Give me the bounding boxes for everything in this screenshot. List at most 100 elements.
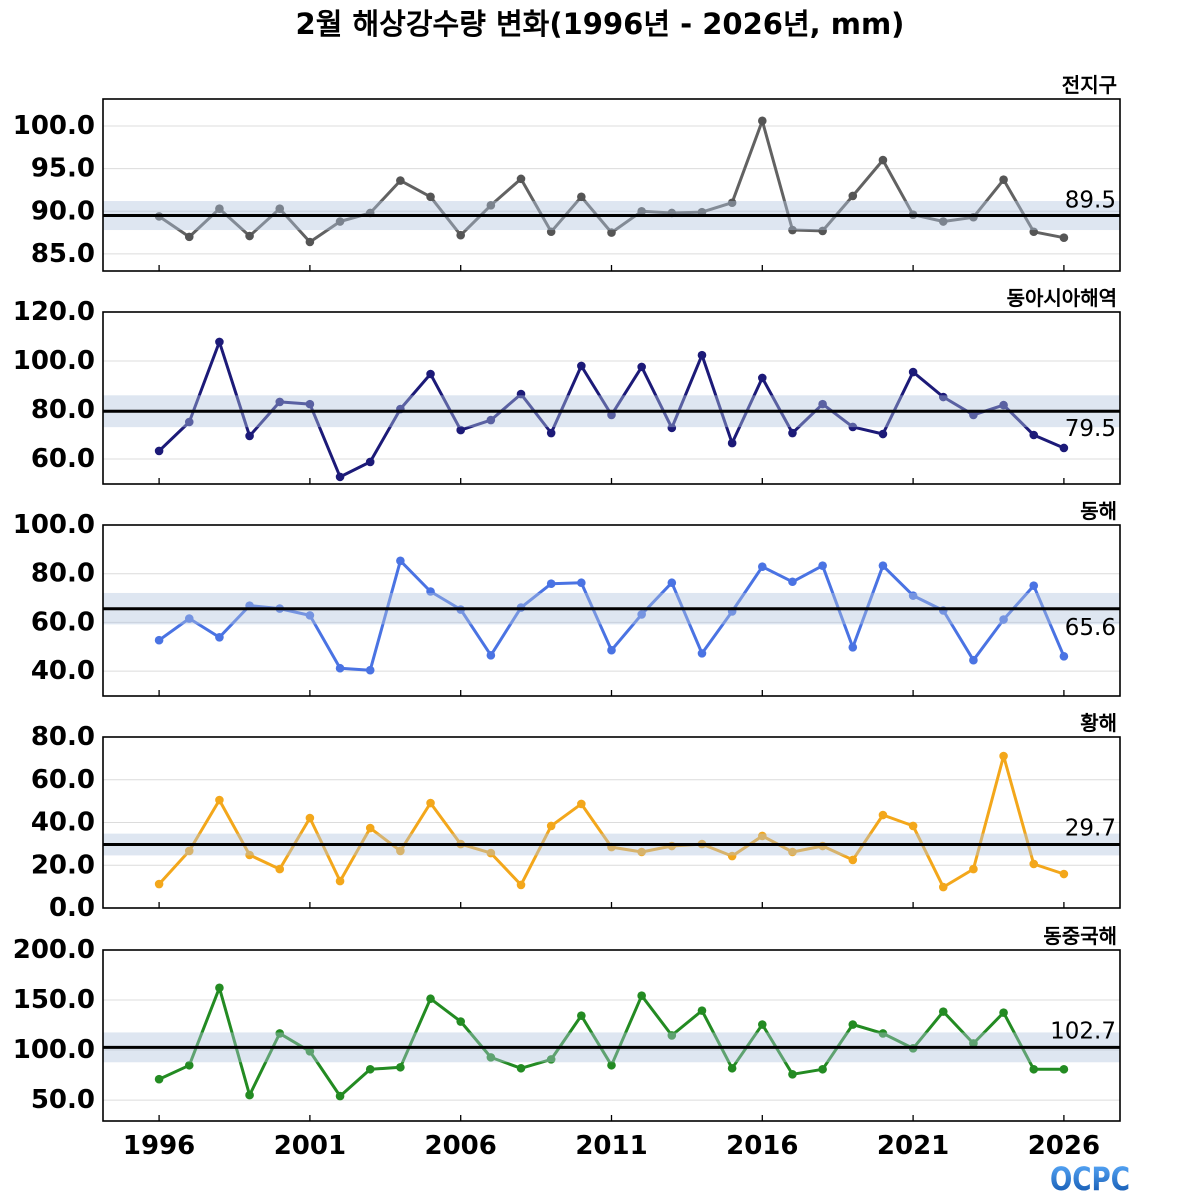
y-tick-label: 80.0	[31, 395, 95, 425]
data-point	[1029, 430, 1039, 440]
data-point	[335, 472, 345, 482]
data-point	[758, 116, 767, 126]
data-point	[215, 337, 224, 347]
data-point	[456, 230, 465, 240]
data-point	[516, 880, 526, 890]
data-point	[245, 1090, 254, 1100]
data-point	[215, 983, 224, 993]
data-point	[969, 1039, 978, 1048]
y-tick-label: 0.0	[49, 893, 95, 923]
data-point	[365, 457, 375, 467]
data-point	[758, 831, 767, 841]
y-tick-label: 40.0	[31, 808, 95, 838]
data-point	[184, 614, 194, 623]
ocpc-logo: OCPC	[1050, 1160, 1130, 1198]
y-tick-label: 80.0	[31, 559, 95, 589]
data-point	[788, 577, 797, 587]
data-point	[546, 227, 556, 237]
data-point	[184, 232, 194, 242]
data-point	[969, 410, 978, 420]
data-point	[365, 1064, 375, 1074]
y-tick-label: 60.0	[31, 444, 95, 474]
data-point	[999, 400, 1008, 410]
panel-label: 동아시아해역	[1007, 286, 1117, 310]
data-point	[758, 1020, 767, 1029]
data-point	[245, 231, 254, 241]
data-point	[365, 823, 375, 833]
data-point	[577, 1011, 586, 1020]
data-point	[607, 1060, 616, 1070]
data-point	[546, 1055, 556, 1064]
data-point	[788, 1069, 797, 1079]
data-point	[788, 847, 797, 857]
data-point	[607, 228, 616, 237]
data-point	[758, 562, 767, 571]
data-point	[245, 850, 254, 860]
data-point	[607, 645, 616, 655]
data-point	[546, 428, 556, 438]
y-tick-label: 80.0	[31, 722, 95, 752]
x-tick-label: 2021	[877, 1131, 949, 1161]
y-tick-label: 85.0	[31, 239, 95, 269]
y-tick-label: 60.0	[31, 607, 95, 637]
panel-2: 60.0 80.0 100.0 120.0 79.5 동아시아해역	[13, 286, 1121, 485]
x-tick-label: 2001	[274, 1131, 346, 1161]
panel-4: 0.0 20.0 40.0 60.0 80.0 29.7 황해	[31, 711, 1121, 923]
data-point	[486, 651, 496, 660]
data-point	[426, 587, 435, 596]
y-tick-label: 100.0	[13, 510, 95, 540]
data-point	[818, 226, 827, 236]
data-point	[878, 561, 888, 570]
data-point	[727, 438, 737, 448]
plot-frame	[102, 524, 1121, 697]
data-point	[456, 425, 465, 435]
data-point	[848, 855, 858, 865]
data-point	[516, 174, 526, 184]
data-point	[396, 556, 405, 566]
data-point	[305, 1047, 315, 1056]
data-point	[305, 611, 315, 620]
data-point	[969, 864, 978, 874]
panel-label: 동해	[1080, 499, 1117, 523]
data-point	[848, 642, 858, 652]
data-point	[154, 635, 164, 645]
plot-frame	[102, 736, 1121, 909]
data-point	[305, 237, 315, 247]
data-point	[486, 1053, 496, 1062]
panel-label: 전지구	[1062, 73, 1117, 97]
series-line	[157, 754, 1066, 889]
y-tick-label: 60.0	[31, 765, 95, 795]
data-point	[878, 429, 888, 439]
data-point	[215, 204, 224, 214]
data-point	[305, 399, 315, 409]
data-point	[335, 663, 345, 673]
panel-5: 50.0 100.0 150.0 200.0 102.7 동중국해 1996 2001 2006…	[13, 924, 1121, 1161]
data-point	[908, 367, 918, 377]
data-point	[637, 847, 646, 857]
panel-3: 40.0 60.0 80.0 100.0 65.6 동해	[13, 499, 1121, 697]
mean-label: 102.7	[1050, 1018, 1116, 1044]
data-point	[577, 192, 586, 202]
data-point	[184, 1060, 194, 1070]
panel-label: 황해	[1080, 711, 1117, 735]
data-point	[1059, 233, 1069, 243]
data-point	[667, 423, 677, 433]
data-point	[577, 799, 586, 809]
data-point	[486, 848, 496, 858]
data-point	[848, 1020, 858, 1029]
data-point	[486, 415, 496, 425]
data-point	[697, 350, 707, 360]
mean-label: 89.5	[1065, 188, 1116, 214]
data-point	[577, 578, 586, 588]
y-tick-label: 120.0	[13, 297, 95, 327]
data-point	[637, 610, 646, 619]
data-point	[396, 846, 405, 856]
data-point	[154, 1074, 164, 1084]
data-point	[546, 821, 556, 831]
data-point	[1029, 859, 1039, 869]
data-point	[938, 1007, 948, 1016]
x-tick-label: 2006	[425, 1131, 497, 1161]
data-point	[878, 155, 888, 165]
mean-label: 29.7	[1065, 816, 1116, 842]
y-tick-label: 200.0	[13, 935, 95, 965]
